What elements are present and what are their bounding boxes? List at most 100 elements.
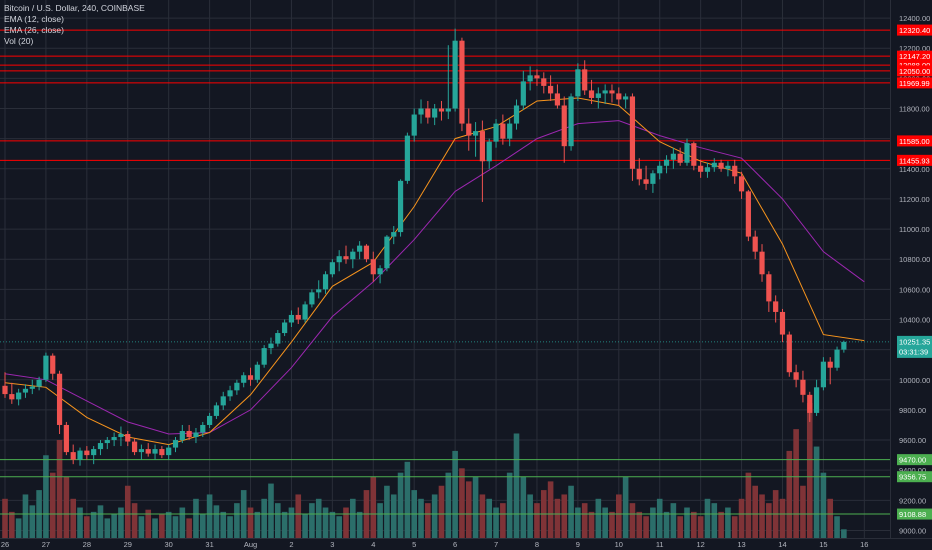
candle-body xyxy=(159,449,165,456)
volume-bar xyxy=(384,485,390,538)
candle-body xyxy=(418,108,424,115)
level-labels: 12320.4012147.2012088.0012050.0011969.99… xyxy=(897,24,932,520)
symbol-title[interactable]: Bitcoin / U.S. Dollar, 240, COINBASE xyxy=(4,3,145,13)
volume-bar xyxy=(677,516,683,538)
time-tick-label: 2 xyxy=(289,540,293,549)
price-tick-label: 12400.00 xyxy=(899,14,930,23)
candle-body xyxy=(738,176,745,192)
volume-bar xyxy=(609,511,615,538)
candle-body xyxy=(548,85,554,94)
ema26-legend[interactable]: EMA (26, close) xyxy=(4,25,64,35)
volume-bar xyxy=(281,511,288,538)
volume-bar xyxy=(806,403,813,538)
price-tick-label: 9400.00 xyxy=(899,466,926,475)
candle-body xyxy=(807,394,813,413)
price-tick-label: 11200.00 xyxy=(899,195,930,204)
last-price-label: 10251.35 xyxy=(899,337,930,346)
horizontal-levels[interactable] xyxy=(0,29,890,515)
candle-body xyxy=(820,361,826,388)
time-tick-label: 30 xyxy=(165,540,173,549)
volume-bar xyxy=(425,503,431,538)
volume-bar xyxy=(118,507,124,538)
candle-body xyxy=(793,372,799,380)
candle-body xyxy=(241,375,247,383)
volume-bar xyxy=(268,483,274,538)
candle-body xyxy=(391,232,397,237)
candle-body xyxy=(732,165,738,177)
volume-bar xyxy=(145,509,152,538)
ema12-layer xyxy=(4,97,865,446)
candle-body xyxy=(357,245,363,252)
volume-bar xyxy=(697,516,704,538)
level-price-tag xyxy=(897,154,932,166)
candle-body xyxy=(370,259,376,275)
volume-bar xyxy=(179,507,186,538)
candle-body xyxy=(636,168,642,180)
candlesticks xyxy=(2,28,847,466)
level-price-label: 9470.00 xyxy=(899,456,926,465)
candle-body xyxy=(29,386,35,389)
countdown-label: 03:31:39 xyxy=(899,347,928,356)
candle-body xyxy=(172,440,179,448)
volume-bar xyxy=(656,498,663,538)
volume-bar xyxy=(472,477,479,538)
volume-bar xyxy=(390,494,397,538)
volume-bar xyxy=(745,472,752,538)
candle-body xyxy=(268,343,274,349)
volume-bar xyxy=(438,485,445,538)
volume-legend[interactable]: Vol (20) xyxy=(4,36,34,46)
candle-body xyxy=(193,432,199,438)
time-tick-label: 14 xyxy=(778,540,786,549)
volume-bar xyxy=(247,507,254,538)
candle-body xyxy=(220,396,226,406)
time-axis[interactable]: 26 27 28 29 30 31 Aug 2 3 4 5 6 7 8 9 10 11 12 13 14 15 16 xyxy=(0,538,932,550)
candle-body xyxy=(104,440,110,444)
volume-bar xyxy=(172,516,179,538)
volume-bar xyxy=(622,477,629,538)
candle-body xyxy=(166,447,172,456)
candle-body xyxy=(527,75,533,82)
volume-bar xyxy=(629,503,636,538)
volume-bar xyxy=(138,516,145,538)
time-tick-label: 6 xyxy=(453,540,457,549)
volume-bar xyxy=(636,511,643,538)
price-tick-label: 11800.00 xyxy=(899,105,930,114)
candle-body xyxy=(302,304,308,320)
candle-body xyxy=(711,162,717,168)
volume-bar xyxy=(370,477,377,538)
volume-bar xyxy=(22,494,29,538)
ema26-line xyxy=(4,120,865,435)
candle-body xyxy=(513,105,520,124)
volume-bar xyxy=(431,494,438,538)
volume-bar xyxy=(56,440,63,538)
candle-body xyxy=(554,93,561,106)
volume-bar xyxy=(834,516,840,538)
time-tick-label: 4 xyxy=(371,540,375,549)
volume-bar xyxy=(329,511,336,538)
volume-bar xyxy=(315,498,322,538)
volume-bar xyxy=(779,498,786,538)
volume-bar xyxy=(43,455,49,538)
volume-bar xyxy=(343,507,349,538)
candle-body xyxy=(377,268,383,275)
volume-bar xyxy=(418,498,424,538)
candle-body xyxy=(650,173,656,184)
candle-body xyxy=(207,415,213,425)
volume-bar xyxy=(602,507,608,538)
candle-body xyxy=(813,387,820,413)
time-tick-label: 29 xyxy=(124,540,132,549)
candle-body xyxy=(541,78,547,86)
candle-body xyxy=(77,450,83,460)
ema12-legend[interactable]: EMA (12, close) xyxy=(4,14,64,24)
candle-body xyxy=(432,108,438,118)
candle-body xyxy=(329,262,335,275)
candle-body xyxy=(282,322,288,334)
candle-body xyxy=(254,364,260,380)
volume-bar xyxy=(704,498,711,538)
volume-bar xyxy=(820,472,827,538)
candle-body xyxy=(452,40,458,109)
candle-body xyxy=(834,349,840,368)
volume-bar xyxy=(493,507,499,538)
candle-body xyxy=(643,179,649,184)
